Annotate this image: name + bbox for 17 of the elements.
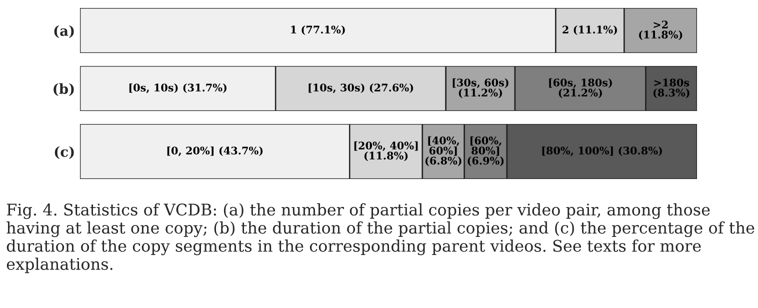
data-label: [10s, 30s) (27.6%) bbox=[308, 83, 414, 94]
data-label: >2 (11.8%) bbox=[639, 20, 682, 40]
data-label: [60%, 80%] (6.9%) bbox=[468, 136, 504, 166]
data-label: [0s, 10s) (31.7%) bbox=[129, 83, 226, 94]
y-tick-label: (a) bbox=[54, 25, 74, 38]
caption: Fig. 4. Statistics of VCDB: (a) the number of partial copies per video pair, among those having at least one copy; (b) the duration of the partial copies; and (c) the percentage of the duration of the copy segments in the corresponding parent videos. See texts for more explanations. bbox=[6, 203, 754, 274]
data-label: [80%, 100%] (30.8%) bbox=[542, 146, 662, 156]
data-label: [20%, 40%] (11.8%) bbox=[354, 141, 418, 162]
y-tick-label: (b) bbox=[54, 83, 74, 96]
data-label: [30s, 60s) (11.2%) bbox=[452, 78, 508, 98]
y-tick-label: (c) bbox=[54, 146, 74, 159]
data-label: [40%, 60%] (6.8%) bbox=[425, 136, 462, 166]
data-label: 2 (11.1%) bbox=[562, 25, 617, 35]
data-label: [60s, 180s) (21.2%) bbox=[549, 78, 612, 98]
data-label: >180s (8.3%) bbox=[653, 78, 690, 98]
data-label: 1 (77.1%) bbox=[291, 25, 345, 35]
data-label: [0, 20%] (43.7%) bbox=[167, 146, 263, 156]
